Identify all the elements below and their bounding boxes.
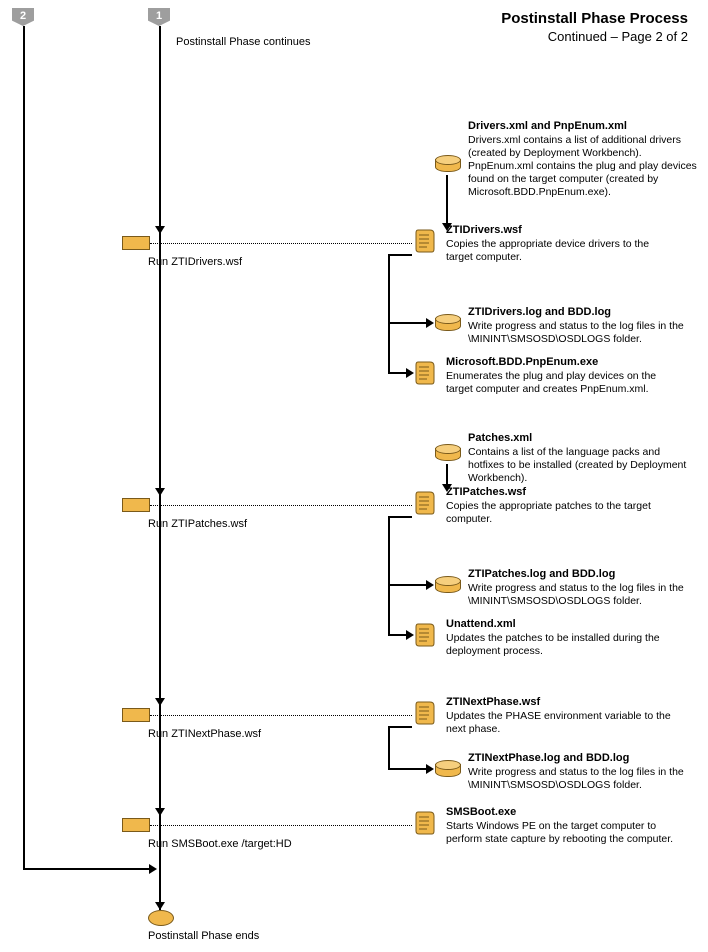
main-flow-line — [159, 26, 161, 910]
arrow-s4 — [155, 808, 165, 816]
item-text-ztinextphase-log: ZTINextPhase.log and BDD.log Write progr… — [468, 752, 698, 792]
item-text-ztinextphase-wsf: ZTINextPhase.wsf Updates the PHASE envir… — [446, 696, 676, 736]
conn-g1-top — [388, 254, 412, 256]
script-icon — [414, 622, 436, 648]
item-desc: Write progress and status to the log fil… — [468, 766, 698, 792]
conn-g3-b1 — [388, 768, 428, 770]
item-title: ZTIDrivers.wsf — [446, 224, 676, 238]
item-title: ZTIDrivers.log and BDD.log — [468, 306, 698, 320]
left-join-line — [23, 868, 151, 870]
item-desc: Updates the PHASE environment variable t… — [446, 710, 676, 736]
database-icon — [435, 444, 459, 462]
item-desc: Contains a list of the language packs an… — [468, 446, 698, 485]
terminator-oval — [148, 910, 174, 926]
step-box-ztinextphase — [122, 708, 150, 722]
script-icon — [414, 228, 436, 254]
database-icon — [435, 760, 459, 778]
start-label: Postinstall Phase continues — [176, 36, 311, 48]
database-icon — [435, 155, 459, 173]
database-icon — [435, 576, 459, 594]
page-connector-2: 2 — [12, 8, 34, 26]
conn-g3-stem — [388, 726, 390, 770]
step-link-3 — [150, 715, 412, 716]
conn-g2-top — [388, 516, 412, 518]
conn-g2-b2-arrow — [406, 630, 414, 640]
arrow-s1 — [155, 226, 165, 234]
item-text-unattend-xml: Unattend.xml Updates the patches to be i… — [446, 618, 676, 658]
left-join-arrow — [149, 864, 157, 874]
arrow-s3 — [155, 698, 165, 706]
conn-g1-b1 — [388, 322, 428, 324]
conn-g2-stem — [388, 516, 390, 636]
conn-i5-v — [446, 464, 448, 486]
item-title: SMSBoot.exe — [446, 806, 676, 820]
item-title: Patches.xml — [468, 432, 698, 446]
script-icon — [414, 490, 436, 516]
item-text-ztipatches-wsf: ZTIPatches.wsf Copies the appropriate pa… — [446, 486, 676, 526]
item-desc: Enumerates the plug and play devices on … — [446, 370, 676, 396]
item-text-pnpenum-exe: Microsoft.BDD.PnpEnum.exe Enumerates the… — [446, 356, 676, 396]
item-title: Unattend.xml — [446, 618, 676, 632]
item-text-ztipatches-log: ZTIPatches.log and BDD.log Write progres… — [468, 568, 698, 608]
item-desc: Starts Windows PE on the target computer… — [446, 820, 676, 846]
step-box-smsboot — [122, 818, 150, 832]
step-link-4 — [150, 825, 412, 826]
script-icon — [414, 700, 436, 726]
step-label-1: Run ZTIDrivers.wsf — [148, 256, 242, 268]
item-text-ztidrivers-wsf: ZTIDrivers.wsf Copies the appropriate de… — [446, 224, 676, 264]
item-text-drivers-xml: Drivers.xml and PnpEnum.xml Drivers.xml … — [468, 120, 698, 199]
conn-g2-b2 — [388, 634, 408, 636]
item-text-ztidrivers-log: ZTIDrivers.log and BDD.log Write progres… — [468, 306, 698, 346]
step-box-ztidrivers — [122, 236, 150, 250]
item-title: ZTINextPhase.log and BDD.log — [468, 752, 698, 766]
item-desc: Write progress and status to the log fil… — [468, 320, 698, 346]
end-label: Postinstall Phase ends — [148, 930, 259, 942]
conn-g1-b2 — [388, 372, 408, 374]
conn-i1-v — [446, 175, 448, 225]
step-label-4: Run SMSBoot.exe /target:HD — [148, 838, 292, 850]
conn-g1-stem — [388, 254, 390, 374]
conn-g2-b1-arrow — [426, 580, 434, 590]
arrow-end — [155, 902, 165, 910]
database-icon — [435, 314, 459, 332]
item-title: ZTINextPhase.wsf — [446, 696, 676, 710]
item-text-smsboot-exe: SMSBoot.exe Starts Windows PE on the tar… — [446, 806, 676, 846]
step-box-ztipatches — [122, 498, 150, 512]
item-title: ZTIPatches.wsf — [446, 486, 676, 500]
title-block: Postinstall Phase Process Continued – Pa… — [501, 10, 688, 44]
item-desc: Updates the patches to be installed duri… — [446, 632, 676, 658]
conn-g1-b1-arrow — [426, 318, 434, 328]
script-icon — [414, 810, 436, 836]
step-link-1 — [150, 243, 412, 244]
arrow-s2 — [155, 488, 165, 496]
item-desc: Drivers.xml contains a list of additiona… — [468, 134, 698, 200]
item-text-patches-xml: Patches.xml Contains a list of the langu… — [468, 432, 698, 485]
diagram-canvas: { "title": { "main": "Postinstall Phase … — [0, 0, 708, 952]
title-sub: Continued – Page 2 of 2 — [501, 29, 688, 44]
step-label-3: Run ZTINextPhase.wsf — [148, 728, 261, 740]
step-label-2: Run ZTIPatches.wsf — [148, 518, 247, 530]
item-title: Drivers.xml and PnpEnum.xml — [468, 120, 698, 134]
conn-g3-b1-arrow — [426, 764, 434, 774]
item-title: ZTIPatches.log and BDD.log — [468, 568, 698, 582]
page-connector-1: 1 — [148, 8, 170, 26]
title-main: Postinstall Phase Process — [501, 10, 688, 27]
conn-g2-b1 — [388, 584, 428, 586]
item-desc: Write progress and status to the log fil… — [468, 582, 698, 608]
step-link-2 — [150, 505, 412, 506]
item-desc: Copies the appropriate device drivers to… — [446, 238, 676, 264]
script-icon — [414, 360, 436, 386]
item-title: Microsoft.BDD.PnpEnum.exe — [446, 356, 676, 370]
conn-g3-top — [388, 726, 412, 728]
left-flow-line — [23, 26, 25, 870]
conn-g1-b2-arrow — [406, 368, 414, 378]
item-desc: Copies the appropriate patches to the ta… — [446, 500, 676, 526]
